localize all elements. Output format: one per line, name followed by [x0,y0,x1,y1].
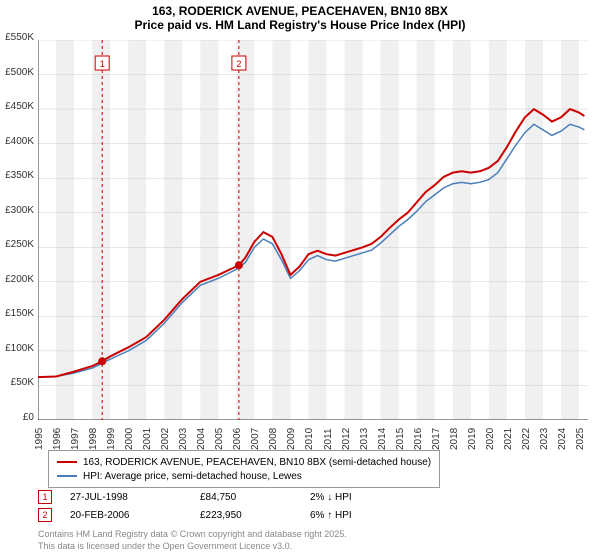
grid-band [200,40,218,420]
title-line-1: 163, RODERICK AVENUE, PEACEHAVEN, BN10 8… [0,4,600,18]
x-tick-label: 2012 [341,428,352,450]
x-tick-label: 2022 [521,428,532,450]
row-price: £223,950 [200,510,310,521]
grid-band [308,40,326,420]
y-axis: £0 £50K £100K £150K £200K £250K £300K £350K £400… [0,32,36,428]
footnote-line-1: Contains HM Land Registry data © Crown c… [38,528,347,540]
x-tick-label: 2008 [268,428,279,450]
title-line-2: Price paid vs. HM Land Registry's House … [0,18,600,32]
y-tick-label: £250K [5,239,34,250]
x-axis: 1995199619971998199920002001200220032004… [38,422,588,452]
x-tick-label: 2018 [449,428,460,450]
x-tick-label: 2011 [323,428,334,450]
footnote-line-2: This data is licensed under the Open Gov… [38,540,347,552]
y-tick-label: £350K [5,170,34,181]
x-tick-label: 1999 [106,428,117,450]
grid-band [489,40,507,420]
row-price: £84,750 [200,492,310,503]
x-tick-label: 2007 [250,428,261,450]
x-tick-label: 1997 [70,428,81,450]
grid-band [417,40,435,420]
y-tick-label: £150K [5,308,34,319]
y-tick-label: £100K [5,343,34,354]
y-tick-label: £0 [23,412,34,423]
x-tick-label: 2020 [485,428,496,450]
y-tick-label: £450K [5,101,34,112]
marker-point-2 [235,261,243,269]
row-pct: 6% ↑ HPI [310,510,410,521]
x-tick-label: 2000 [124,428,135,450]
x-tick-label: 2025 [575,428,586,450]
legend-swatch [57,475,77,477]
row-marker: 1 [38,490,52,504]
x-tick-label: 2010 [304,428,315,450]
grid-band [453,40,471,420]
data-table: 1 27-JUL-1998£84,7502% ↓ HPI 2 20-FEB-2006£… [38,488,410,524]
grid-band [525,40,543,420]
row-date: 20-FEB-2006 [70,510,200,521]
x-tick-label: 2023 [539,428,550,450]
marker-label-1: 1 [100,59,105,69]
x-tick-label: 2004 [196,428,207,450]
x-tick-label: 2006 [232,428,243,450]
grid-band [561,40,579,420]
x-tick-label: 2017 [431,428,442,450]
legend-item: HPI: Average price, semi-detached house,… [57,469,431,483]
x-tick-label: 2015 [395,428,406,450]
legend: 163, RODERICK AVENUE, PEACEHAVEN, BN10 8… [48,450,440,488]
y-tick-label: £200K [5,274,34,285]
y-tick-label: £500K [5,67,34,78]
x-tick-label: 2001 [142,428,153,450]
plot-svg: 12 [38,40,588,420]
x-tick-label: 2021 [503,428,514,450]
grid-band [345,40,363,420]
x-tick-label: 2005 [214,428,225,450]
chart-title: 163, RODERICK AVENUE, PEACEHAVEN, BN10 8… [0,0,600,32]
x-tick-label: 1995 [34,428,45,450]
chart-area: £0£50K£100K£150K£200K£250K£300K£350K£400… [38,40,588,420]
data-row: 1 27-JUL-1998£84,7502% ↓ HPI [38,488,410,506]
y-tick-label: £300K [5,205,34,216]
y-tick-label: £400K [5,136,34,147]
chart-container: 163, RODERICK AVENUE, PEACEHAVEN, BN10 8… [0,0,600,560]
marker-point-1 [98,357,106,365]
x-tick-label: 1996 [52,428,63,450]
grid-band [56,40,74,420]
x-tick-label: 2014 [377,428,388,450]
data-row: 2 20-FEB-2006£223,9506% ↑ HPI [38,506,410,524]
row-marker: 2 [38,508,52,522]
marker-label-2: 2 [236,59,241,69]
legend-swatch [57,461,77,463]
x-tick-label: 2024 [557,428,568,450]
grid-band [272,40,290,420]
legend-item: 163, RODERICK AVENUE, PEACEHAVEN, BN10 8… [57,455,431,469]
x-tick-label: 2019 [467,428,478,450]
legend-label: HPI: Average price, semi-detached house,… [83,471,302,482]
x-tick-label: 2013 [359,428,370,450]
x-tick-label: 2016 [413,428,424,450]
footnote: Contains HM Land Registry data © Crown c… [38,528,347,552]
x-tick-label: 1998 [88,428,99,450]
grid-band [128,40,146,420]
y-tick-label: £50K [11,377,34,388]
legend-label: 163, RODERICK AVENUE, PEACEHAVEN, BN10 8… [83,457,431,468]
row-date: 27-JUL-1998 [70,492,200,503]
x-tick-label: 2002 [160,428,171,450]
x-tick-label: 2003 [178,428,189,450]
row-pct: 2% ↓ HPI [310,492,410,503]
grid-band [164,40,182,420]
x-tick-label: 2009 [286,428,297,450]
y-tick-label: £550K [5,32,34,43]
